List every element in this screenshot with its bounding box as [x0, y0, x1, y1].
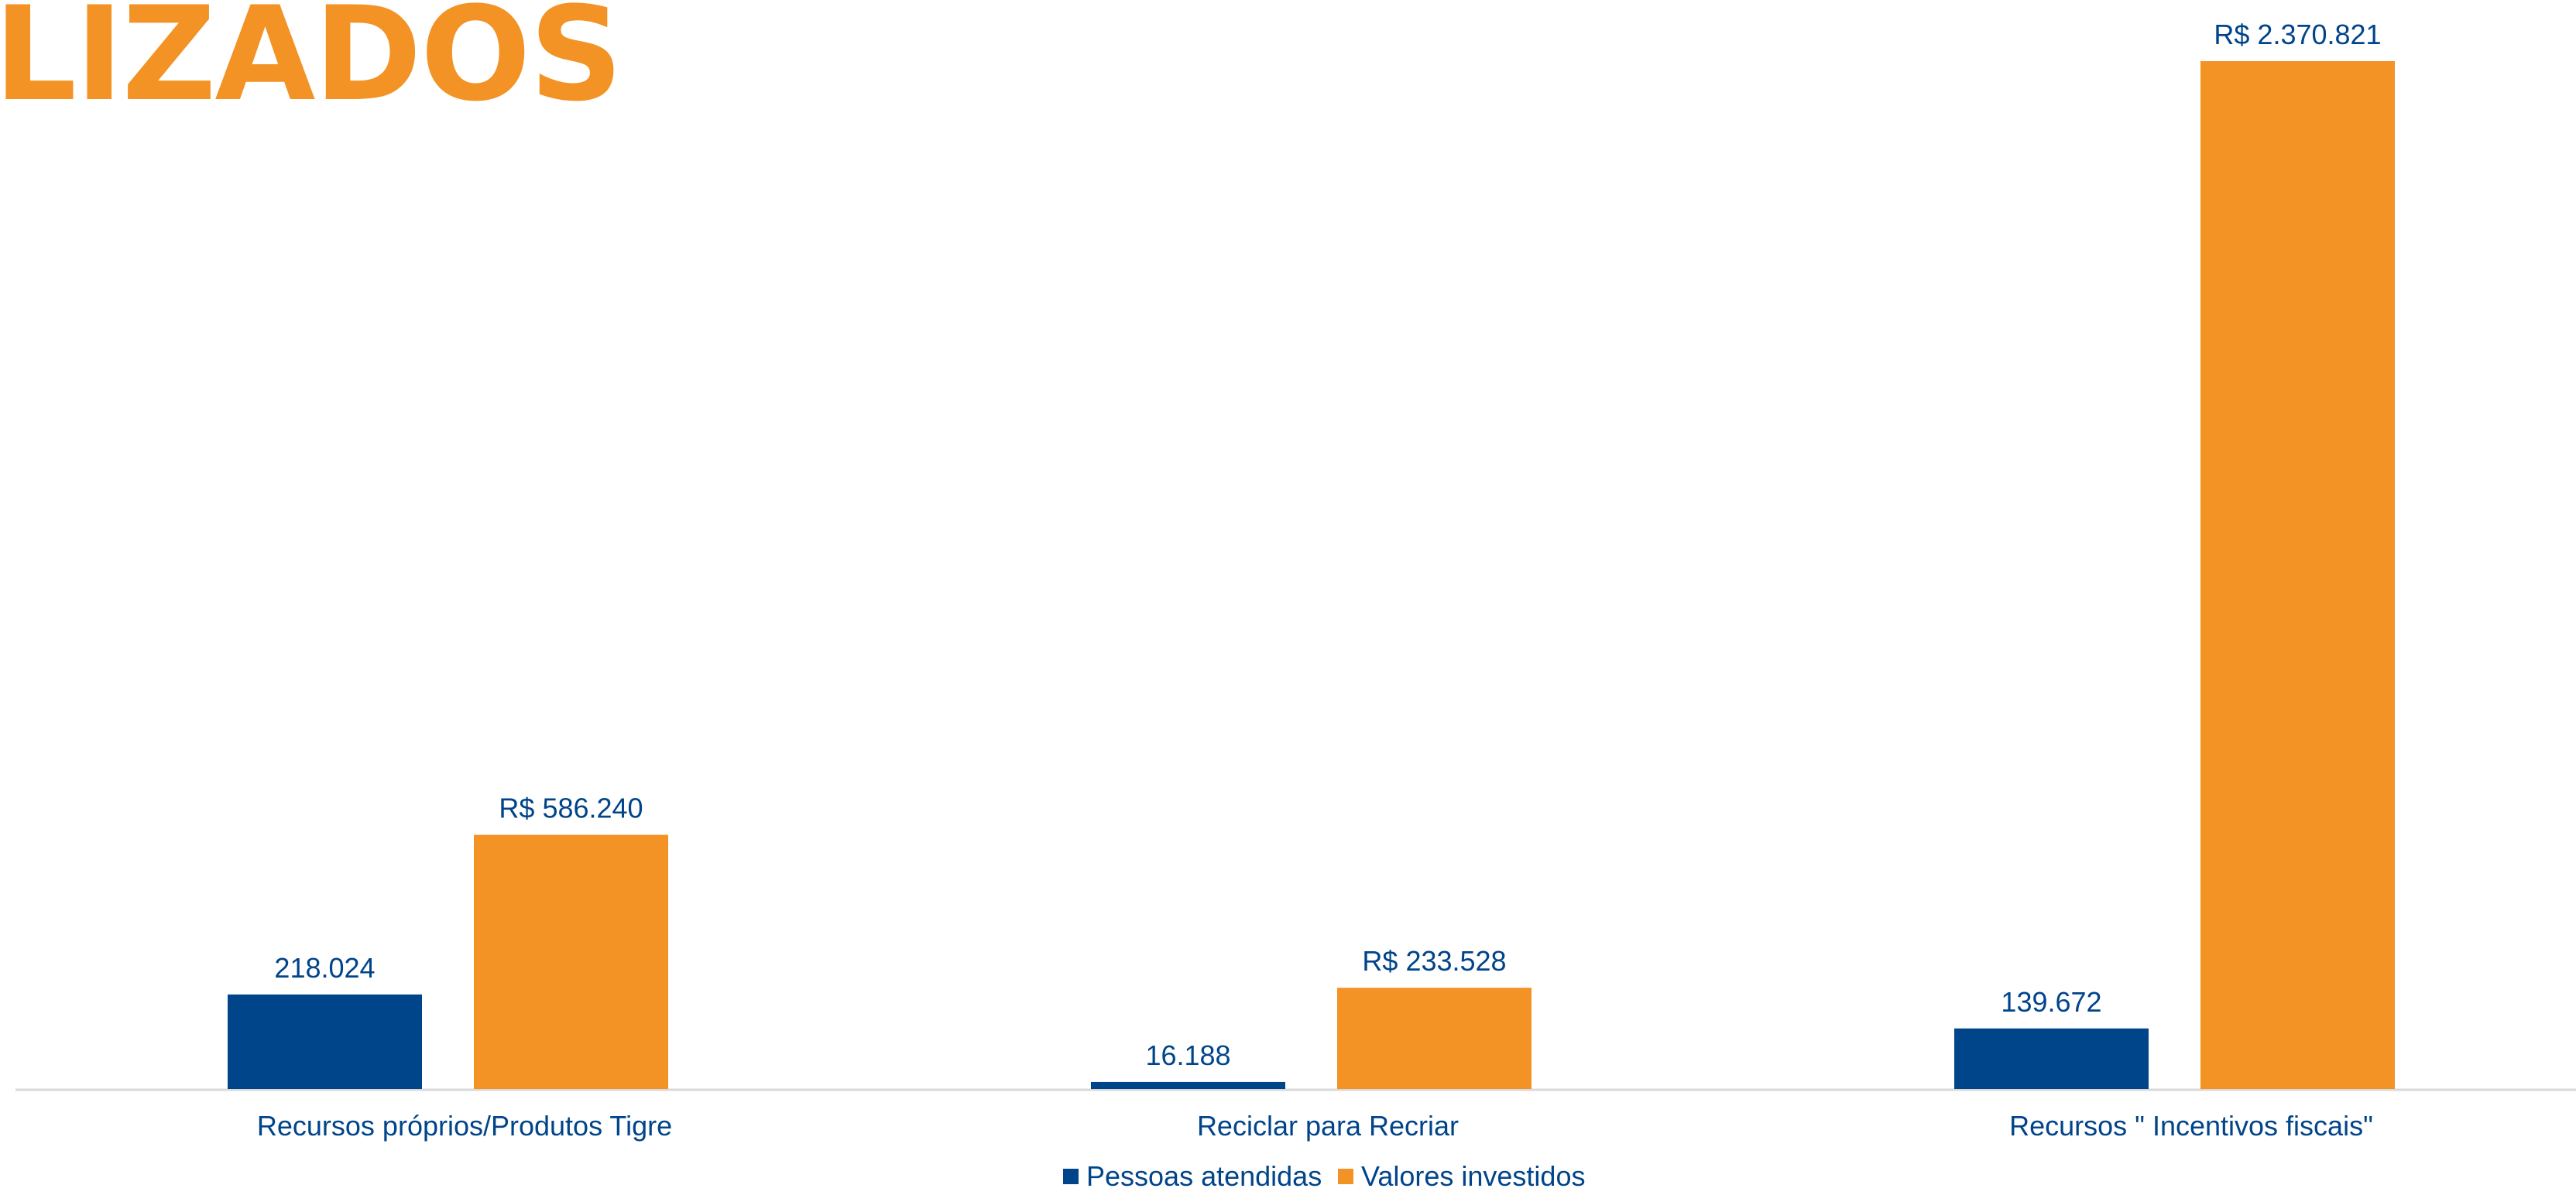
data-label-pessoas-1: 16.188 [1145, 1039, 1230, 1071]
data-label-pessoas-2: 139.672 [2001, 986, 2101, 1018]
data-label-valores-2: R$ 2.370.821 [2214, 19, 2381, 50]
data-label-valores-0: R$ 586.240 [499, 793, 643, 824]
bar-valores-1 [1337, 988, 1532, 1089]
data-label-pessoas-0: 218.024 [274, 952, 375, 984]
bar-pessoas-0 [228, 994, 422, 1089]
bar-valores-0 [474, 834, 668, 1089]
category-label-2: Recursos " Incentivos fiscais" [2009, 1110, 2373, 1142]
legend-swatch-1 [1338, 1169, 1353, 1184]
page-heading: LIZADOS [0, 0, 623, 130]
category-label-0: Recursos próprios/Produtos Tigre [257, 1110, 672, 1142]
legend-label-0: Pessoas atendidas [1086, 1160, 1322, 1192]
legend-swatch-0 [1063, 1169, 1079, 1184]
data-label-valores-1: R$ 233.528 [1362, 945, 1506, 977]
bar-pessoas-1 [1091, 1081, 1285, 1089]
bar-valores-2 [2200, 61, 2395, 1089]
bar-pessoas-2 [1954, 1028, 2149, 1089]
legend-label-1: Valores investidos [1361, 1160, 1585, 1192]
category-label-1: Reciclar para Recriar [1197, 1110, 1459, 1142]
